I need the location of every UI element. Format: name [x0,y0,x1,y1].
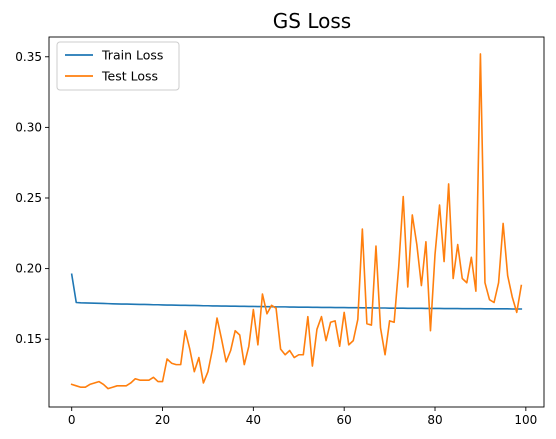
y-tick-label: 0.20 [15,262,42,276]
legend-box [56,41,180,91]
x-tick-label: 80 [427,413,442,427]
x-tick-label: 100 [514,413,537,427]
y-tick-label: 0.25 [15,191,42,205]
legend-label-test-loss: Test Loss [101,69,158,84]
y-tick-label: 0.15 [15,332,42,346]
x-tick-label: 60 [337,413,352,427]
plot-background [49,37,544,407]
plot-area [49,37,544,407]
legend: Train Loss Test Loss [56,41,180,91]
chart-title: GS Loss [273,9,351,33]
legend-label-train-loss: Train Loss [101,48,163,63]
axes-frame [48,36,545,408]
x-tick-label: 40 [246,413,261,427]
x-tick-label: 0 [68,413,76,427]
axes-layer: 0 20 40 60 80 100 0.15 0.20 0.25 0.30 0.35 [15,36,545,427]
y-tick-label: 0.30 [15,120,42,134]
y-tick-label: 0.35 [15,50,42,64]
x-tick-label: 20 [155,413,170,427]
series-line-train-loss [70,273,523,310]
series-line-test-loss [70,53,523,390]
series-layer [70,53,523,390]
